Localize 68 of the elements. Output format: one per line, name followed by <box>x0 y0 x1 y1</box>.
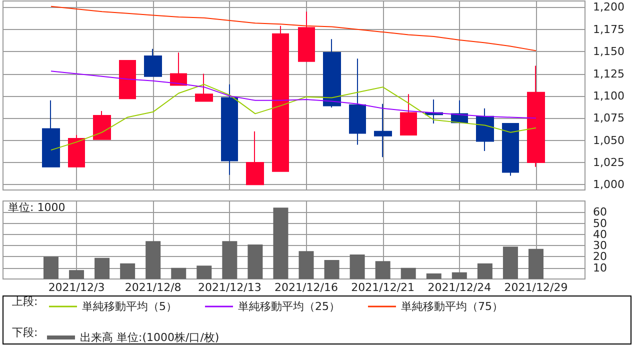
bar <box>375 261 390 279</box>
y-tick-label: 1,025 <box>593 156 624 169</box>
candlestick <box>144 48 162 77</box>
y-tick-label: 1,050 <box>593 134 624 147</box>
candlestick <box>298 11 315 62</box>
y-tick-label: 1,075 <box>593 112 624 125</box>
y-tick-label: 10 <box>593 261 607 274</box>
text: 下段: <box>12 326 38 339</box>
bar <box>426 273 442 279</box>
bar <box>146 241 161 279</box>
x-tick-label: 2021/12/13 <box>198 281 262 294</box>
bar <box>400 268 416 279</box>
line-series <box>50 6 536 52</box>
candlestick <box>374 103 392 158</box>
bar <box>69 270 84 279</box>
y-tick-label: 60 <box>593 206 607 219</box>
x-tick-label: 2021/12/3 <box>48 281 105 294</box>
candlestick <box>119 60 136 100</box>
y-tick-label: 1,100 <box>593 89 624 102</box>
candlestick <box>476 108 494 152</box>
line-series <box>50 70 536 119</box>
bar <box>196 266 212 279</box>
candlestick <box>400 94 417 136</box>
line-series <box>50 84 536 151</box>
y-tick-label: 1,200 <box>593 0 624 14</box>
candlestick <box>170 52 187 86</box>
bar <box>528 248 544 279</box>
candlestick <box>246 130 264 186</box>
candlestick <box>323 38 341 108</box>
bar <box>452 272 467 279</box>
bar <box>120 263 136 279</box>
y-tick-label: 1,125 <box>593 67 624 80</box>
annotation: 単位: 1000 <box>8 201 66 214</box>
y-tick-label: 1,150 <box>593 45 624 58</box>
y-tick-label: 1,175 <box>593 22 624 36</box>
y-tick-label: 40 <box>593 228 607 241</box>
legend-label: 単純移動平均（5） <box>82 300 177 313</box>
candlestick <box>42 100 60 168</box>
y-tick-label: 30 <box>593 239 607 252</box>
bar <box>248 244 263 279</box>
y-tick-label: 20 <box>593 250 607 264</box>
y-tick-label: 1,000 <box>593 178 624 192</box>
x-tick-label: 2021/12/24 <box>428 281 492 294</box>
candlestick <box>68 134 85 168</box>
x-tick-label: 2021/12/21 <box>351 281 415 294</box>
legend-label: 単純移動平均（75） <box>400 300 503 313</box>
legend-label: 単純移動平均（25） <box>238 300 340 313</box>
bar <box>350 254 365 279</box>
candlestick <box>502 122 519 176</box>
x-tick-label: 2021/12/29 <box>504 281 568 294</box>
candlestick <box>93 110 111 140</box>
bar <box>43 256 58 279</box>
bar <box>171 268 186 279</box>
legend-label: 出来高 単位:(1000株/口/枚) <box>80 331 220 344</box>
bar <box>502 246 518 279</box>
candlestick <box>195 73 213 102</box>
bar <box>94 258 110 279</box>
candlestick <box>349 58 366 146</box>
x-tick-label: 2021/12/16 <box>274 281 338 294</box>
y-tick-label: 50 <box>593 216 607 230</box>
bar <box>273 208 288 279</box>
bar <box>477 263 492 279</box>
text: 上段: <box>12 295 38 308</box>
bar <box>222 241 238 279</box>
bar <box>298 251 314 279</box>
bar <box>324 260 340 279</box>
x-tick-label: 2021/12/8 <box>124 281 182 294</box>
candlestick <box>272 25 289 172</box>
